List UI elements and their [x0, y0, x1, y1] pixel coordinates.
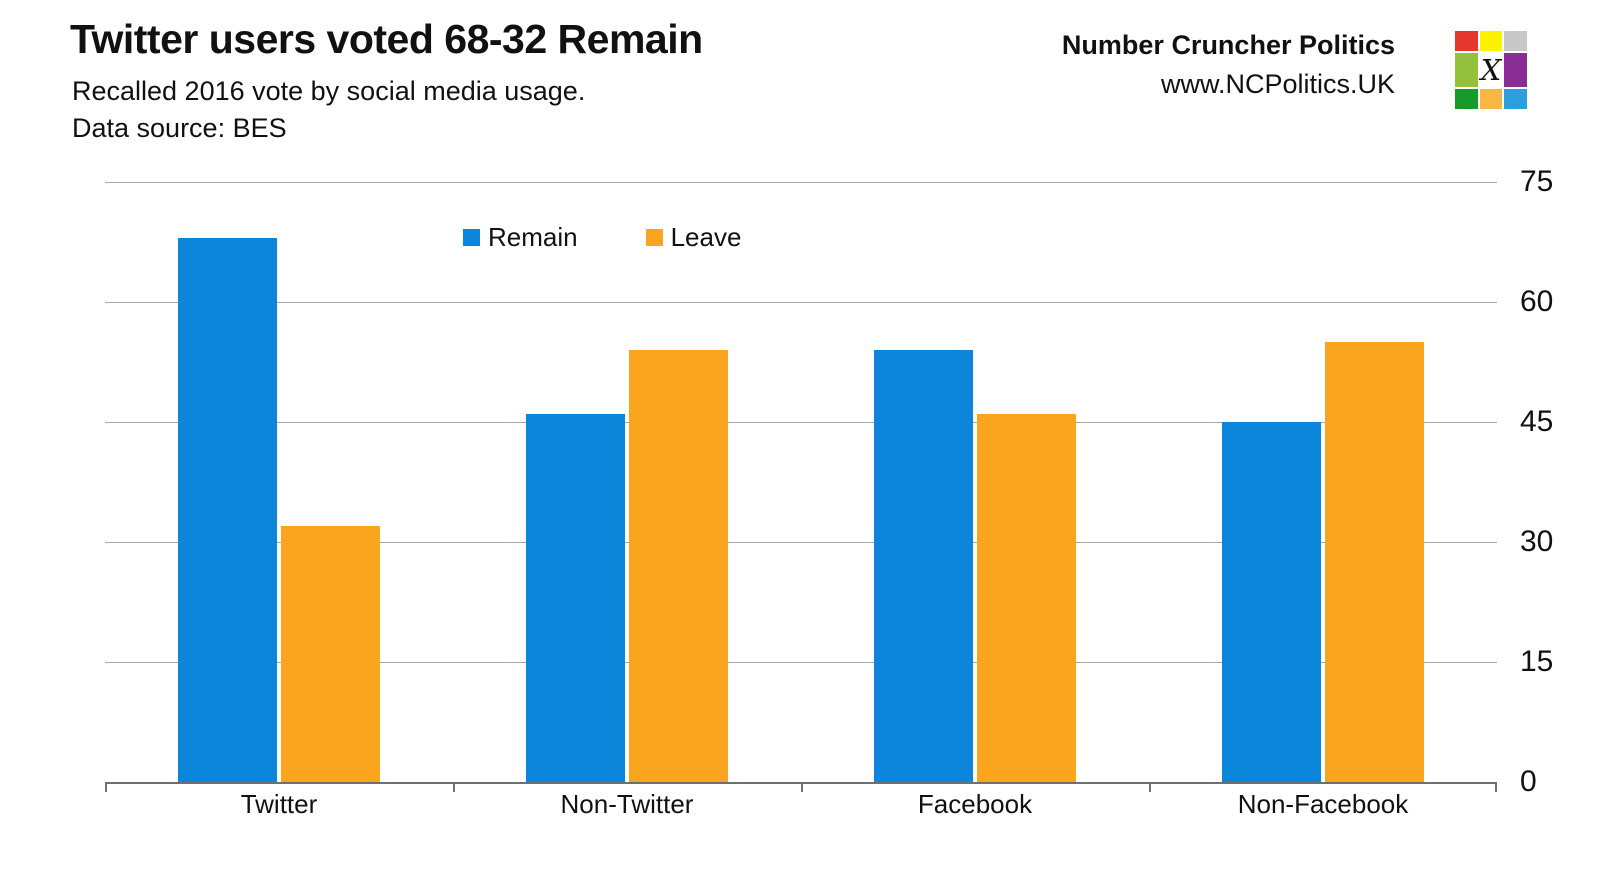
leave-bar-non-twitter — [629, 350, 728, 782]
brand-name: Number Cruncher Politics — [1061, 30, 1395, 60]
leave-swatch-icon — [645, 229, 663, 246]
x-axis-tick — [801, 782, 803, 792]
remain-bar-non-facebook — [1222, 422, 1321, 782]
x-category-label-non-facebook: Non-Facebook — [1237, 789, 1409, 819]
leave-bar-facebook — [977, 414, 1076, 782]
brand-url: www.NCPolitics.UK — [1160, 69, 1395, 99]
x-axis-tick — [1149, 782, 1151, 792]
bar-group-facebook — [801, 182, 1149, 782]
legend-item-leave: Leave — [645, 222, 742, 253]
legend-label: Remain — [488, 222, 578, 252]
x-axis-tick — [1495, 782, 1497, 792]
chart-subtitle: Recalled 2016 vote by social media usage… — [72, 76, 586, 106]
logo-cell — [1479, 89, 1503, 109]
y-tick-label-45: 45 — [1520, 405, 1554, 438]
gridline — [105, 302, 1497, 303]
x-category-label-non-twitter: Non-Twitter — [560, 789, 694, 819]
logo-cell — [1479, 31, 1503, 51]
page-title: Twitter users voted 68-32 Remain — [70, 16, 703, 62]
remain-bar-non-twitter — [526, 414, 625, 782]
logo-cell — [1455, 31, 1478, 51]
logo-cell — [1504, 53, 1527, 87]
gridline — [105, 542, 1497, 543]
plot-area: 0 15 30 45 60 75 Remain Leave — [105, 165, 1553, 798]
y-tick-label-30: 30 — [1520, 525, 1554, 558]
remain-swatch-icon — [463, 229, 480, 246]
leave-bar-twitter — [281, 526, 380, 782]
bar-group-twitter — [105, 182, 453, 782]
number-cruncher-logo-icon: X — [1455, 31, 1527, 109]
x-category-label-twitter: Twitter — [240, 789, 318, 819]
logo-cell — [1455, 53, 1478, 87]
data-source-note: Data source: BES — [72, 113, 287, 143]
logo-cell — [1504, 31, 1527, 51]
x-axis-tick — [105, 782, 107, 792]
x-category-label-facebook: Facebook — [917, 789, 1033, 819]
remain-bar-twitter — [178, 238, 277, 782]
chart-legend: Remain Leave — [463, 222, 741, 253]
x-axis-labels: Twitter Non-Twitter Facebook Non-Facebook — [105, 789, 1497, 823]
y-tick-label-0: 0 — [1520, 765, 1537, 798]
ballot-x-mark-icon: X — [1479, 53, 1503, 87]
leave-bar-non-facebook — [1325, 342, 1424, 782]
bar-group-non-twitter — [453, 182, 801, 782]
legend-item-remain: Remain — [463, 222, 578, 253]
y-tick-label-60: 60 — [1520, 285, 1554, 318]
x-axis-tick — [453, 782, 455, 792]
y-tick-label-15: 15 — [1520, 645, 1554, 678]
logo-cell — [1504, 89, 1527, 109]
legend-label: Leave — [670, 222, 742, 252]
gridline — [105, 182, 1497, 183]
bar-group-non-facebook — [1149, 182, 1497, 782]
bar-groups — [105, 182, 1497, 782]
y-tick-label-75: 75 — [1520, 165, 1554, 198]
remain-bar-facebook — [874, 350, 973, 782]
gridline — [105, 662, 1497, 663]
logo-cell — [1455, 89, 1478, 109]
gridline — [105, 422, 1497, 423]
